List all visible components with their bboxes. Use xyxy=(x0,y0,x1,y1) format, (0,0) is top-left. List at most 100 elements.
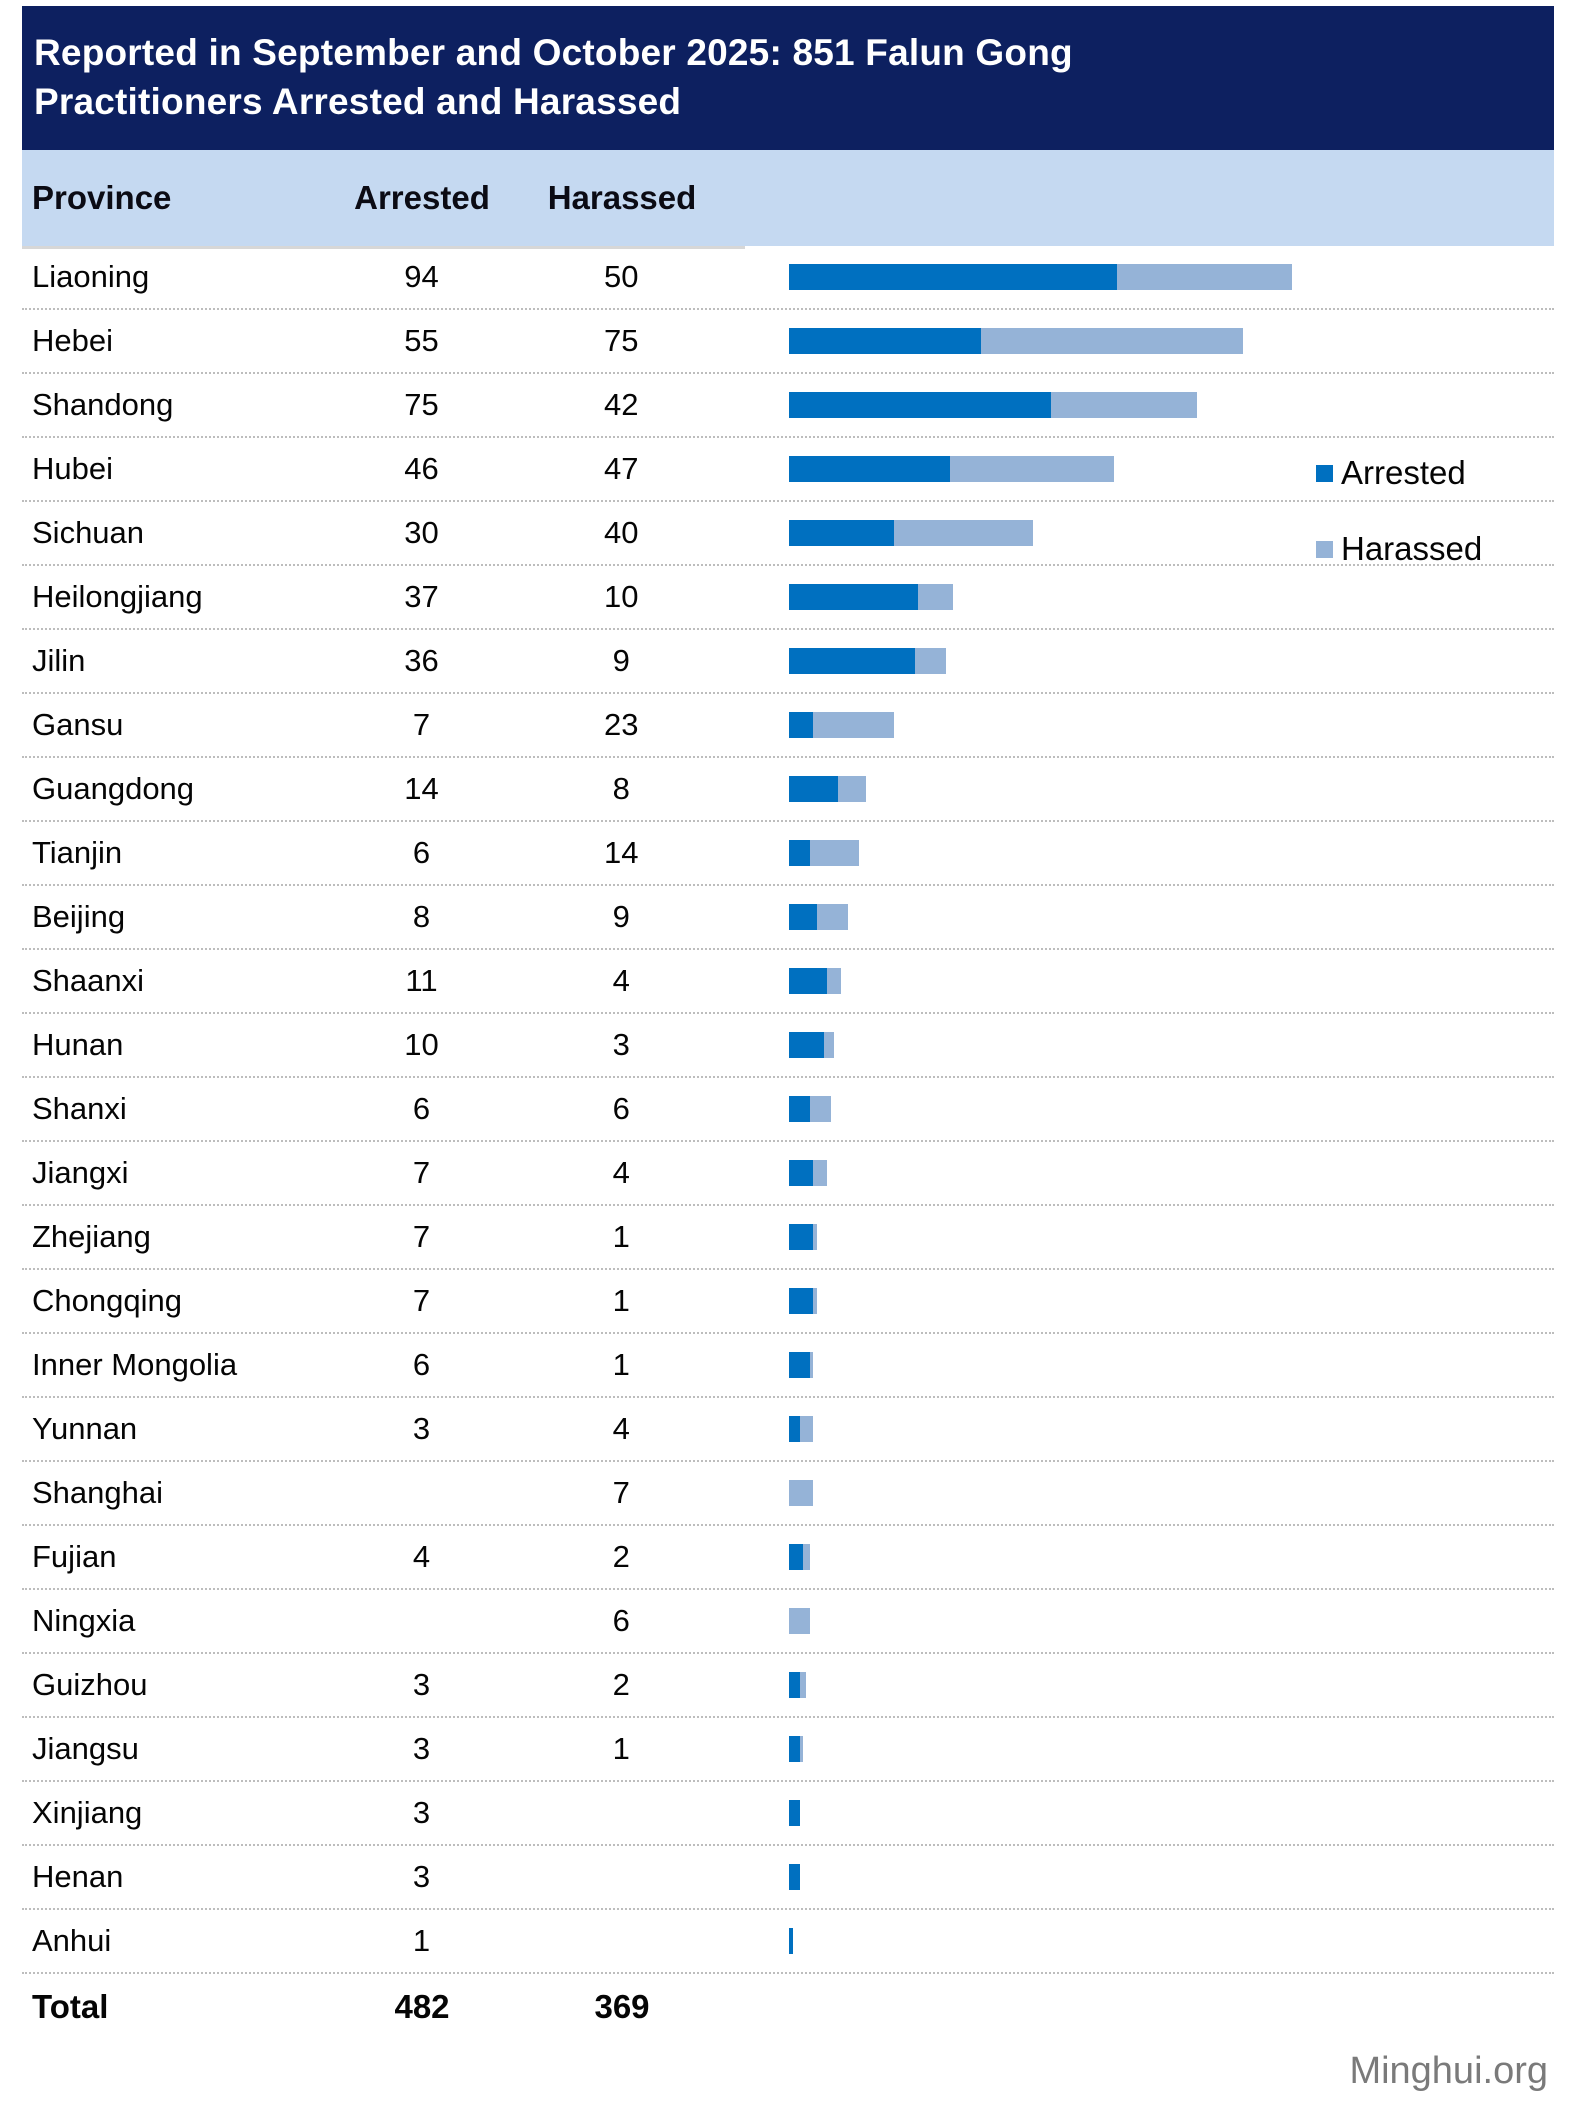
province-name: Tianjin xyxy=(32,835,123,870)
harassed-value: 50 xyxy=(603,259,639,294)
harassed-bar-segment xyxy=(914,648,947,674)
arrested-value: 7 xyxy=(412,1219,431,1254)
province-name: Chongqing xyxy=(32,1283,182,1318)
harassed-bar-segment xyxy=(893,520,1034,546)
table-row: Ningxia 6 xyxy=(22,1590,1554,1654)
province-name: Liaoning xyxy=(32,259,150,294)
table-row: Inner Mongolia 6 1 xyxy=(22,1334,1554,1398)
stacked-bar xyxy=(789,968,1554,994)
harassed-bar-segment xyxy=(813,1288,817,1314)
arrested-value: 7 xyxy=(412,1155,431,1190)
column-header-arrested: Arrested xyxy=(354,179,490,216)
arrested-bar-segment xyxy=(789,1416,800,1442)
legend-item-harassed: Harassed xyxy=(1316,530,1556,567)
harassed-value: 9 xyxy=(612,899,630,934)
province-name: Shanxi xyxy=(32,1091,127,1126)
stacked-bar xyxy=(789,1672,1554,1698)
harassed-bar-segment xyxy=(816,904,849,930)
arrested-value: 3 xyxy=(412,1667,431,1702)
table-row: Liaoning 94 50 xyxy=(22,246,1554,310)
arrested-bar-segment xyxy=(789,776,838,802)
arrested-bar-segment xyxy=(789,1864,800,1890)
province-name: Sichuan xyxy=(32,515,145,550)
stacked-bar xyxy=(789,1800,1554,1826)
harassed-value: 4 xyxy=(612,963,630,998)
harassed-value: 10 xyxy=(603,579,639,614)
stacked-bar xyxy=(789,1352,1554,1378)
province-name: Beijing xyxy=(32,899,126,934)
province-name: Guangdong xyxy=(32,771,195,806)
harassed-value: 1 xyxy=(612,1219,630,1254)
province-name: Anhui xyxy=(32,1923,112,1958)
table-row: Henan 3 xyxy=(22,1846,1554,1910)
arrested-bar-segment xyxy=(789,456,950,482)
arrested-bar-segment xyxy=(789,1160,814,1186)
table-row: Yunnan 3 4 xyxy=(22,1398,1554,1462)
arrested-value: 75 xyxy=(404,387,439,422)
total-arrested-value: 482 xyxy=(394,1988,450,2025)
harassed-value: 47 xyxy=(603,451,639,486)
harassed-bar-segment xyxy=(789,1480,814,1506)
harassed-bar-segment xyxy=(809,840,859,866)
harassed-bar-segment xyxy=(809,1096,831,1122)
stacked-bar xyxy=(789,1160,1554,1186)
harassed-value: 4 xyxy=(612,1155,630,1190)
harassed-bar-segment xyxy=(813,1224,817,1250)
arrested-bar-segment xyxy=(789,840,810,866)
province-name: Xinjiang xyxy=(32,1795,143,1830)
arrested-value: 3 xyxy=(412,1731,431,1766)
arrested-swatch-icon xyxy=(1316,464,1333,482)
arrested-value: 1 xyxy=(412,1923,431,1958)
stacked-bar xyxy=(789,264,1554,290)
arrested-value: 7 xyxy=(412,1283,431,1318)
table-row: Beijing 8 9 xyxy=(22,886,1554,950)
table-row: Chongqing 7 1 xyxy=(22,1270,1554,1334)
stacked-bar xyxy=(789,1416,1554,1442)
stacked-bar xyxy=(789,1544,1554,1570)
arrested-value: 3 xyxy=(412,1859,431,1894)
arrested-bar-segment xyxy=(789,1928,793,1954)
harassed-value: 9 xyxy=(612,643,630,678)
harassed-bar-segment xyxy=(803,1544,810,1570)
table-row: Xinjiang 3 xyxy=(22,1782,1554,1846)
arrested-bar-segment xyxy=(789,648,915,674)
harassed-bar-segment xyxy=(918,584,954,610)
arrested-bar-segment xyxy=(789,1352,810,1378)
province-name: Hunan xyxy=(32,1027,124,1062)
arrested-bar-segment xyxy=(789,968,828,994)
harassed-bar-segment xyxy=(789,1608,810,1634)
table-row: Jiangxi 7 4 xyxy=(22,1142,1554,1206)
table-row: Hubei 46 47 xyxy=(22,438,1554,502)
arrested-value: 36 xyxy=(404,643,439,678)
harassed-value: 7 xyxy=(612,1475,630,1510)
arrested-bar-segment xyxy=(789,1032,824,1058)
table-row: Zhejiang 7 1 xyxy=(22,1206,1554,1270)
table-row: Guangdong 14 8 xyxy=(22,758,1554,822)
harassed-bar-segment xyxy=(837,776,866,802)
harassed-value: 14 xyxy=(603,835,639,870)
harassed-bar-segment xyxy=(799,1736,803,1762)
table-row: Tianjin 6 14 xyxy=(22,822,1554,886)
province-name: Gansu xyxy=(32,707,124,742)
province-name: Fujian xyxy=(32,1539,117,1574)
stacked-bar xyxy=(789,1864,1554,1890)
stacked-bar xyxy=(789,392,1554,418)
harassed-value: 2 xyxy=(612,1667,630,1702)
harassed-bar-segment xyxy=(1050,392,1198,418)
legend-label-arrested: Arrested xyxy=(1341,454,1466,491)
harassed-bar-segment xyxy=(813,712,894,738)
stacked-bar xyxy=(789,904,1554,930)
arrested-bar-segment xyxy=(789,712,814,738)
stacked-bar xyxy=(789,456,1554,482)
province-name: Henan xyxy=(32,1859,124,1894)
arrested-value: 7 xyxy=(412,707,431,742)
stacked-bar xyxy=(789,1480,1554,1506)
harassed-bar-segment xyxy=(813,1160,828,1186)
harassed-value: 1 xyxy=(612,1347,630,1382)
province-name: Yunnan xyxy=(32,1411,138,1446)
harassed-bar-segment xyxy=(1117,264,1292,290)
harassed-value: 40 xyxy=(603,515,639,550)
stacked-bar xyxy=(789,584,1554,610)
harassed-bar-segment xyxy=(799,1416,814,1442)
